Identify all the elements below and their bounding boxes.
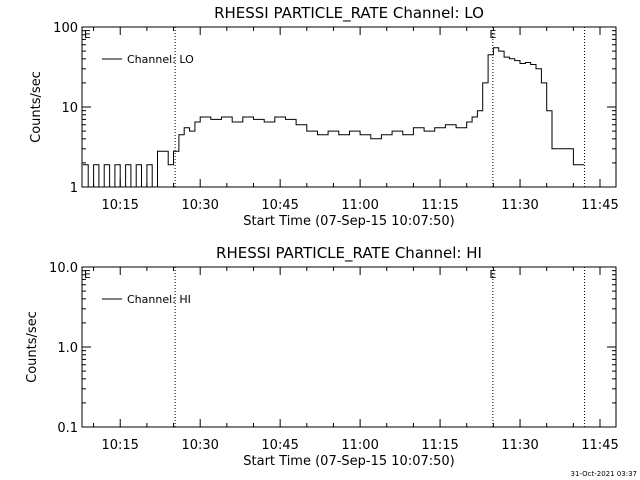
x-tick-label: 10:15 xyxy=(101,198,138,213)
x-tick-label: 11:15 xyxy=(421,438,458,453)
legend-label: Channel: LO xyxy=(127,53,194,66)
corner-event-label: E xyxy=(84,28,91,41)
y-axis-label: Counts/sec xyxy=(29,71,44,143)
plot-frame xyxy=(81,266,617,428)
x-tick-label: 10:15 xyxy=(101,438,138,453)
chart-panel-hi: RHESSI PARTICLE_RATE Channel: HI 10:15 10:… xyxy=(25,244,619,469)
chart-title: RHESSI PARTICLE_RATE Channel: HI xyxy=(216,244,482,263)
y-tick-label: 10.0 xyxy=(49,261,78,276)
plot-frame xyxy=(81,26,617,188)
x-axis-label: Start Time (07-Sep-15 10:07:50) xyxy=(243,454,454,469)
y-tick-label: 1 xyxy=(70,181,78,196)
x-tick-label: 10:30 xyxy=(181,438,218,453)
x-tick-label: 11:00 xyxy=(341,198,378,213)
x-axis-label: Start Time (07-Sep-15 10:07:50) xyxy=(243,214,454,229)
y-tick-label: 1.0 xyxy=(57,341,78,356)
x-tick-label: 10:45 xyxy=(261,198,298,213)
y-tick-label: 10 xyxy=(61,101,78,116)
x-tick-label: 11:30 xyxy=(501,198,538,213)
chart-panel-lo: RHESSI PARTICLE_RATE Channel: LO 10:15 10:… xyxy=(29,4,619,229)
y-tick-label: 100 xyxy=(53,21,78,36)
x-tick-label: 11:45 xyxy=(581,438,618,453)
y-tick-label: 0.1 xyxy=(57,421,78,436)
chart-title: RHESSI PARTICLE_RATE Channel: LO xyxy=(214,4,484,23)
x-tick-label: 11:45 xyxy=(581,198,618,213)
x-tick-label: 11:15 xyxy=(421,198,458,213)
x-tick-label: 11:30 xyxy=(501,438,538,453)
series-line-lo xyxy=(82,47,584,188)
x-tick-label: 10:30 xyxy=(181,198,218,213)
legend-label: Channel: HI xyxy=(127,293,191,306)
y-axis-label: Counts/sec xyxy=(25,311,40,383)
corner-event-label: E xyxy=(84,268,91,281)
x-tick-label: 11:00 xyxy=(341,438,378,453)
footer-timestamp: 31-Oct-2021 03:37 xyxy=(571,470,637,478)
x-tick-label: 10:45 xyxy=(261,438,298,453)
event-marker-label: E xyxy=(489,268,496,281)
event-marker-label: E xyxy=(489,28,496,41)
